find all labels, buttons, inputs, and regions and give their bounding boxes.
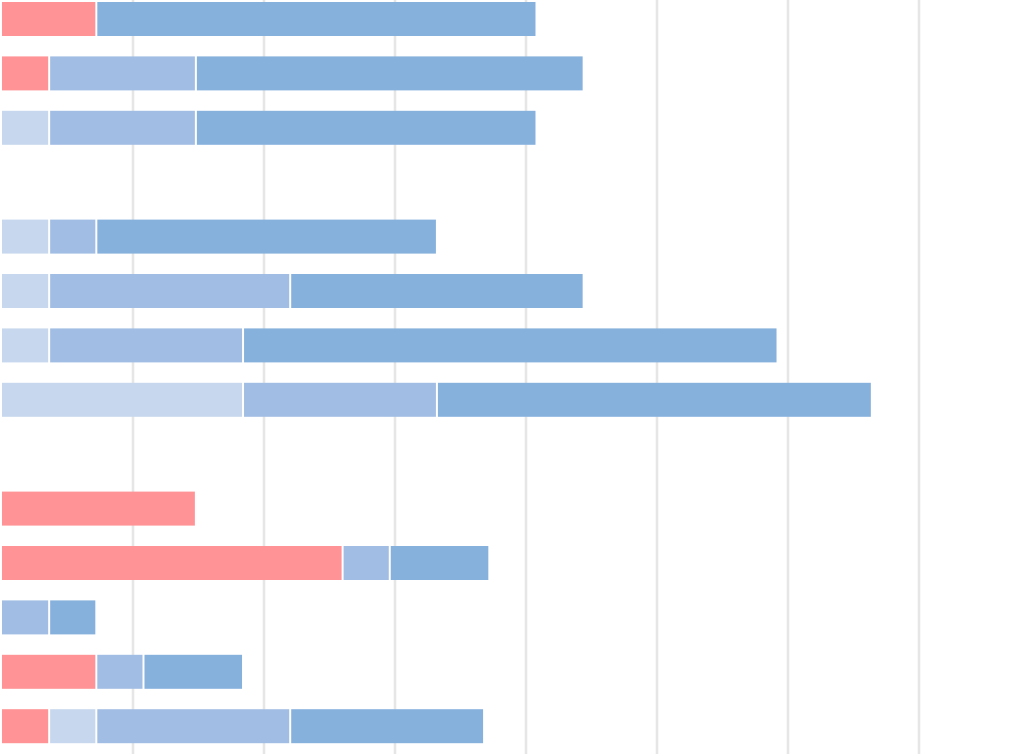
bar-row-2-1 <box>2 219 436 254</box>
bar-row-2-4 <box>2 382 871 417</box>
bar-row-2-3 <box>2 328 777 363</box>
bar-segment-red <box>2 546 342 580</box>
bar-segment-dark <box>97 219 436 254</box>
bar-row-1-3 <box>2 110 536 145</box>
bar-row-3-5 <box>2 709 484 744</box>
bar-segment-medium <box>50 219 96 254</box>
bar-segment-dark <box>97 2 536 36</box>
bar-segment-dark <box>437 382 871 417</box>
bar-segment-medium <box>244 382 436 417</box>
bar-segment-light <box>2 274 49 308</box>
bar-segment-dark <box>144 654 243 689</box>
bar-group-3 <box>2 491 489 744</box>
bar-row-1-2 <box>2 56 583 91</box>
bar-segment-medium <box>50 328 243 363</box>
bar-segment-light <box>2 219 49 254</box>
bar-segment-red <box>2 2 96 36</box>
bar-segment-red <box>2 56 49 91</box>
bar-segment-medium <box>50 274 290 308</box>
bar-segment-dark <box>196 56 583 91</box>
bar-row-3-2 <box>2 546 489 580</box>
bar-group-1 <box>2 2 583 145</box>
bar-segment-dark <box>244 328 777 363</box>
bar-segment-light <box>2 328 49 363</box>
bar-group-2 <box>2 219 871 417</box>
bar-segment-dark <box>50 600 96 635</box>
bar-segment-light <box>2 110 49 145</box>
bar-segment-dark <box>291 274 583 308</box>
bar-segment-red <box>2 654 96 689</box>
bar-row-1-1 <box>2 2 536 36</box>
bars <box>2 2 871 744</box>
bar-segment-light <box>2 382 243 417</box>
bar-row-3-4 <box>2 654 243 689</box>
bar-row-3-1 <box>2 491 195 526</box>
bar-segment-medium <box>50 110 195 145</box>
bar-segment-medium <box>2 600 49 635</box>
bar-segment-dark <box>196 110 536 145</box>
bar-segment-medium <box>343 546 389 580</box>
bar-row-3-3 <box>2 600 96 635</box>
bar-segment-dark <box>291 709 484 744</box>
bar-segment-medium <box>50 56 195 91</box>
bar-segment-red <box>2 491 195 526</box>
bar-segment-dark <box>390 546 489 580</box>
bar-segment-medium <box>97 654 143 689</box>
bar-segment-medium <box>97 709 290 744</box>
bar-row-2-2 <box>2 274 583 308</box>
bar-segment-red <box>2 709 49 744</box>
bar-segment-light <box>50 709 96 744</box>
